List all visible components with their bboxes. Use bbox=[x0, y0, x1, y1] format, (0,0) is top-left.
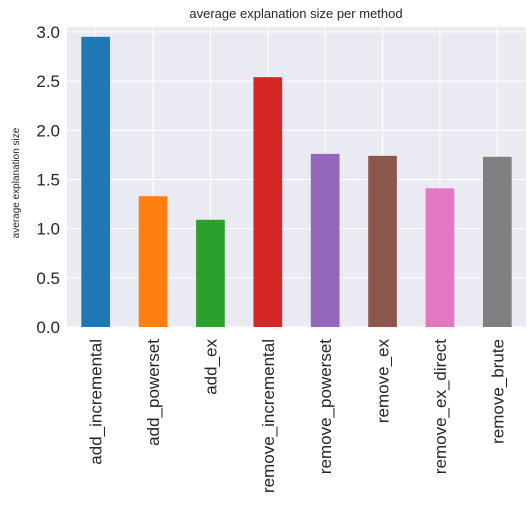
bars bbox=[81, 36, 512, 328]
x-tick-label: add_ex bbox=[201, 339, 220, 395]
plot-area bbox=[67, 27, 526, 327]
x-tick-label: remove_brute bbox=[488, 339, 507, 444]
y-tick-label: 3.0 bbox=[36, 23, 60, 42]
x-tick-labels: add_incremental add_powerset add_ex remove_… bbox=[87, 339, 508, 494]
x-tick-label: remove_ex_direct bbox=[431, 339, 450, 474]
y-tick-labels: 0.0 0.5 1.0 1.5 2.0 2.5 3.0 bbox=[36, 23, 60, 337]
y-tick-label: 1.5 bbox=[36, 170, 60, 189]
bar-remove-powerset bbox=[310, 153, 340, 327]
bar-remove-brute bbox=[482, 156, 512, 327]
x-tick-label: add_powerset bbox=[144, 339, 163, 446]
x-tick-label: remove_incremental bbox=[259, 339, 278, 493]
bar-remove-incremental bbox=[253, 77, 283, 327]
bar-add-ex bbox=[196, 219, 225, 327]
y-tick-label: 1.0 bbox=[36, 220, 60, 239]
y-axis-label: average explanation size bbox=[11, 127, 22, 238]
x-tick-label: remove_ex bbox=[374, 339, 393, 424]
x-tick-label: remove_powerset bbox=[316, 339, 335, 474]
bar-add-incremental bbox=[81, 36, 111, 328]
y-tick-label: 0.0 bbox=[36, 318, 60, 337]
bar-remove-ex bbox=[368, 155, 397, 327]
chart-title: average explanation size per method bbox=[189, 6, 402, 21]
bar-remove-ex-direct bbox=[425, 188, 455, 327]
x-tick-label: add_incremental bbox=[87, 339, 106, 465]
bar-add-powerset bbox=[138, 196, 168, 327]
y-tick-label: 2.5 bbox=[36, 72, 60, 91]
y-tick-label: 2.0 bbox=[36, 121, 60, 140]
y-tick-label: 0.5 bbox=[36, 269, 60, 288]
